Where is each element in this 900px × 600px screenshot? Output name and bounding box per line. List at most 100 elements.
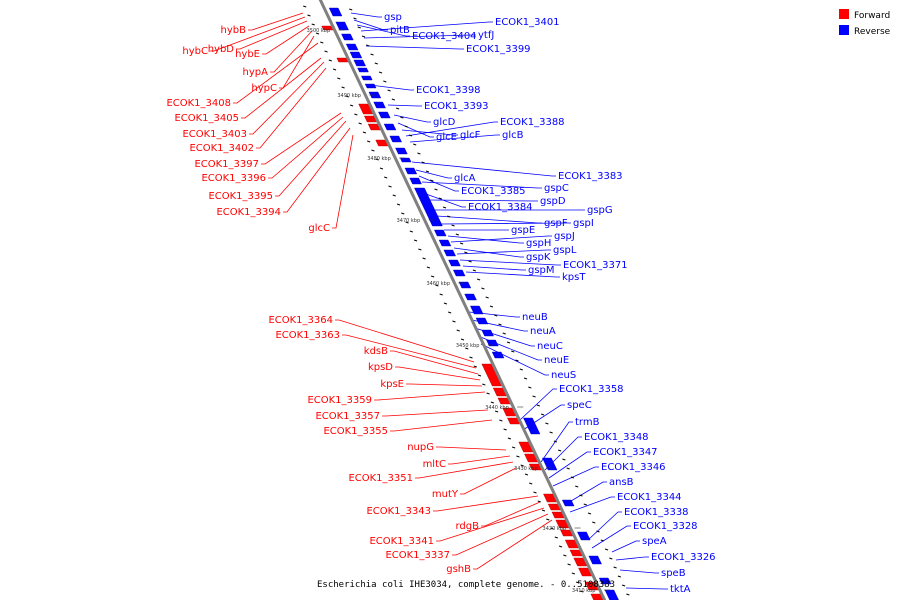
leader-gspi <box>440 222 571 225</box>
legend-reverse-swatch <box>839 25 849 35</box>
gene-label-ecok1-3408: ECOK1_3408 <box>166 98 231 109</box>
gene-label-ecok1-3396: ECOK1_3396 <box>201 173 266 184</box>
feature-dash <box>367 140 371 143</box>
feature-dash <box>604 548 609 551</box>
leader-ecok1-3347 <box>548 451 591 479</box>
feature-dash <box>490 401 494 404</box>
leader-ecok1-3344 <box>569 496 615 513</box>
gene-label-ecok1-3398: ECOK1_3398 <box>416 85 481 96</box>
leader-glcb <box>409 134 500 143</box>
scale-tick-label: 3450 kbp <box>456 343 480 349</box>
feature-dash <box>455 233 459 236</box>
feature-dash <box>562 458 566 461</box>
feature-dash <box>571 572 576 575</box>
leader-pitb <box>353 19 388 31</box>
feature-dash <box>523 377 528 380</box>
feature-dash <box>391 98 396 101</box>
leader-ecok1-3383 <box>411 161 556 177</box>
leader-ecok1-3388 <box>405 121 498 137</box>
feature-dash <box>413 239 418 242</box>
gene-label-glca: glcA <box>454 173 476 184</box>
gene-label-gsph: gspH <box>526 238 551 249</box>
feature-dash <box>502 332 506 335</box>
leader-glce <box>397 122 434 138</box>
feature-dash <box>408 134 413 137</box>
gene-label-ecok1-3393: ECOK1_3393 <box>424 101 489 112</box>
leader-gsp <box>350 12 382 18</box>
gene-label-ecok1-3328: ECOK1_3328 <box>633 521 698 532</box>
gene-label-ecok1-3371: ECOK1_3371 <box>563 260 628 271</box>
reverse-gene-block-28 <box>481 329 494 337</box>
feature-dash <box>563 554 567 557</box>
gene-label-mltc: mltC <box>423 459 446 470</box>
leader-ecok1-3401 <box>360 21 493 32</box>
feature-dash <box>417 152 421 155</box>
feature-dash <box>557 449 562 452</box>
scale-tick-label: 3460 kbp <box>426 281 450 287</box>
feature-dash <box>353 17 357 20</box>
reverse-gene-block-1 <box>335 21 349 31</box>
gene-label-ecok1-3403: ECOK1_3403 <box>182 129 247 140</box>
leader-tkta <box>625 587 668 590</box>
gene-label-gspg: gspG <box>587 205 613 216</box>
feature-dash <box>489 305 494 308</box>
reverse-gene-block-12 <box>383 123 397 131</box>
leader-ecok1-3348 <box>544 436 582 471</box>
feature-dash <box>506 341 511 344</box>
legend-forward-swatch <box>839 9 849 19</box>
feature-dash <box>426 266 431 269</box>
gene-label-pitb: pitB <box>390 25 410 36</box>
leader-gshb <box>473 519 553 570</box>
gene-label-ecok1-3404: ECOK1_3404 <box>412 31 477 42</box>
leader-ecok1-3371 <box>459 259 561 266</box>
reverse-gene-block-37 <box>604 589 619 600</box>
leader-ecok1-3393 <box>387 104 422 107</box>
feature-dash <box>592 521 596 524</box>
feature-dash <box>366 44 370 47</box>
feature-dash <box>537 500 541 503</box>
gene-label-ecok1-3359: ECOK1_3359 <box>307 395 372 406</box>
leader-glcd <box>393 114 431 123</box>
gene-label-ecok1-3384: ECOK1_3384 <box>468 202 533 213</box>
feature-dash <box>378 71 383 74</box>
gene-label-ecok1-3337: ECOK1_3337 <box>385 550 450 561</box>
leader-glcc <box>332 134 354 229</box>
feature-dash <box>422 257 426 260</box>
feature-dash <box>499 419 503 422</box>
gene-label-tkta: tktA <box>670 584 691 595</box>
leader-ecok1-3359 <box>374 391 486 401</box>
feature-dash <box>384 176 388 179</box>
gene-label-muty: mutY <box>432 489 459 500</box>
feature-dash <box>354 113 358 116</box>
gene-label-trmb: trmB <box>575 417 600 428</box>
feature-dash <box>583 503 587 506</box>
reverse-gene-block-13 <box>389 135 402 143</box>
reverse-gene-block-6 <box>357 67 369 73</box>
leader-mltc <box>448 455 511 465</box>
feature-dash <box>528 386 532 389</box>
feature-dash <box>430 275 435 278</box>
gene-label-spea: speA <box>642 536 667 547</box>
feature-dash <box>621 584 626 587</box>
feature-dash <box>324 50 328 53</box>
reverse-gene-block-18 <box>414 187 443 227</box>
feature-dash <box>413 143 417 146</box>
leader-ansb <box>565 481 607 505</box>
feature-dash <box>320 41 324 44</box>
gene-label-gspi: gspI <box>573 218 594 229</box>
label-leaders <box>210 12 668 590</box>
leader-trmb <box>540 421 573 463</box>
gene-label-ecok1-3357: ECOK1_3357 <box>315 411 380 422</box>
leader-hybe <box>262 25 310 55</box>
gene-label-gspe: gspE <box>511 225 535 236</box>
feature-dash <box>540 413 545 416</box>
leader-ecok1-3363 <box>342 334 477 369</box>
feature-dash <box>303 5 307 8</box>
gene-label-ecok1-3343: ECOK1_3343 <box>366 506 431 517</box>
gene-label-gshb: gshB <box>446 564 471 575</box>
feature-dash <box>567 563 571 566</box>
gene-label-gsp: gsp <box>384 12 402 23</box>
feature-dash <box>477 374 482 377</box>
feature-dash <box>613 566 617 569</box>
leader-neuc <box>474 327 535 347</box>
